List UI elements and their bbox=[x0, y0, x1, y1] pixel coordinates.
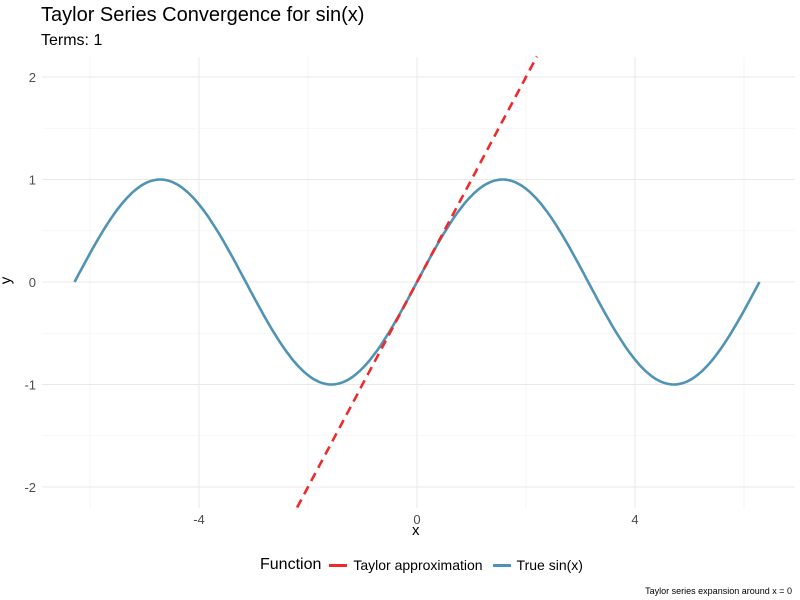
y-axis-label: y bbox=[0, 277, 14, 285]
legend: Function Taylor approximation True sin(x… bbox=[260, 556, 583, 574]
y-tick-label: 0 bbox=[29, 275, 36, 290]
x-axis-label: x bbox=[412, 522, 420, 539]
x-tick-label: 0 bbox=[413, 512, 420, 527]
chart-title: Taylor Series Convergence for sin(x) bbox=[41, 4, 365, 26]
series-taylor-line bbox=[295, 55, 539, 509]
legend-title: Function bbox=[260, 556, 322, 573]
x-tick-label: -4 bbox=[193, 512, 205, 527]
y-tick-label: 2 bbox=[29, 70, 36, 85]
y-tick-label: 1 bbox=[29, 173, 36, 188]
legend-label-taylor: Taylor approximation bbox=[353, 557, 483, 573]
y-tick-label: -2 bbox=[24, 480, 36, 495]
chart-subtitle: Terms: 1 bbox=[41, 32, 103, 49]
legend-key-taylor bbox=[329, 563, 348, 567]
legend-label-sin: True sin(x) bbox=[516, 557, 583, 573]
x-tick-label: 4 bbox=[631, 512, 638, 527]
y-tick-label: -1 bbox=[24, 378, 36, 393]
legend-key-sin bbox=[492, 563, 511, 567]
caption: Taylor series expansion around x = 0 bbox=[645, 586, 792, 596]
